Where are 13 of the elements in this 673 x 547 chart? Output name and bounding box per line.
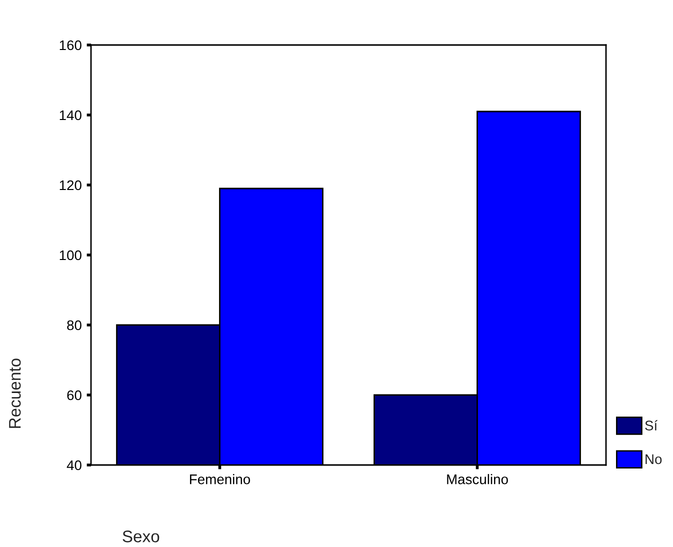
y-tick-label: 140 bbox=[60, 110, 82, 120]
legend-label: No bbox=[646, 454, 662, 464]
y-axis-title: Recuento bbox=[9, 358, 21, 428]
y-tick-label: 40 bbox=[66, 460, 82, 470]
y-tick-label: 120 bbox=[60, 180, 82, 190]
y-tick-label: 60 bbox=[67, 390, 82, 400]
y-tick-label: 160 bbox=[60, 40, 82, 50]
x-tick-label: Femenino bbox=[190, 474, 250, 484]
y-tick-label: 100 bbox=[60, 250, 82, 260]
legend-label: Sí bbox=[645, 420, 658, 430]
x-axis-title: Sexo bbox=[122, 530, 160, 542]
y-tick-label: 80 bbox=[67, 320, 82, 330]
x-tick-label: Masculino bbox=[447, 474, 508, 484]
